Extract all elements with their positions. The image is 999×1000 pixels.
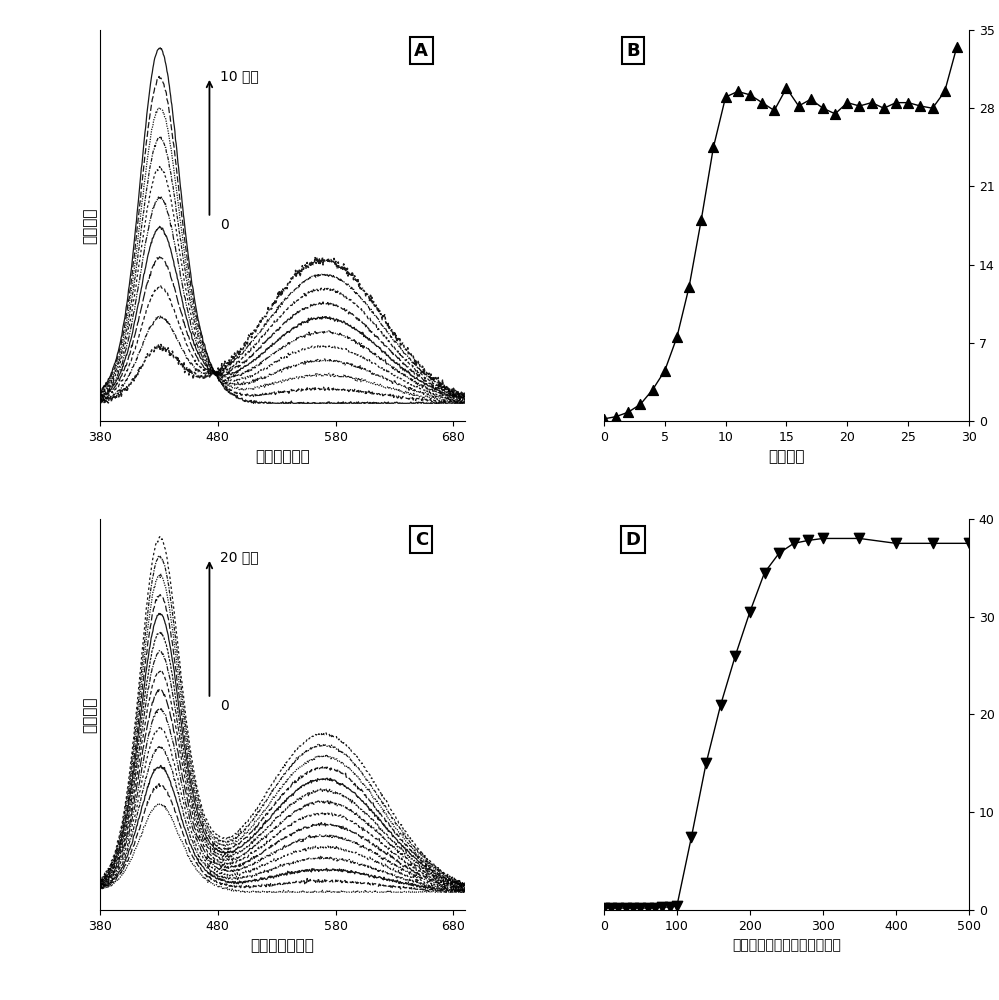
Point [949,39,965,55]
Point [790,98,806,114]
Point [632,900,648,916]
Point [786,535,802,551]
Point [754,95,770,111]
Point [693,212,709,228]
Point [864,95,880,111]
X-axis label: 波长（纳米）: 波长（纳米） [255,449,310,464]
Point [888,95,904,111]
Text: C: C [415,531,428,549]
Text: 0: 0 [221,699,229,713]
Point [595,411,611,427]
X-axis label: 硫氮化钓浓度（微摩尔／升）: 硫氮化钓浓度（微摩尔／升） [732,938,841,952]
Text: B: B [626,42,640,60]
Point [625,900,641,916]
Point [608,409,624,425]
Point [876,100,892,116]
Point [717,89,733,105]
Point [610,900,626,916]
Point [961,535,977,551]
Point [632,396,648,412]
Point [644,382,660,398]
Point [647,900,663,916]
Point [669,898,685,914]
Point [742,604,758,620]
X-axis label: 扫描次数: 扫描次数 [768,449,804,464]
Y-axis label: 荧光强度: 荧光强度 [82,696,97,733]
Point [683,829,699,845]
Point [815,530,831,546]
Point [924,535,940,551]
Point [900,95,916,111]
Point [851,530,867,546]
Point [800,532,816,548]
Point [729,83,745,99]
Point [712,697,728,713]
Point [727,648,743,664]
Y-axis label: 荧光强度: 荧光强度 [82,207,97,244]
Point [778,80,794,96]
Point [815,100,831,116]
Point [756,565,772,581]
Point [603,900,619,916]
Point [617,900,633,916]
Text: A: A [415,42,429,60]
Point [851,98,867,114]
Point [839,95,855,111]
Point [620,404,636,420]
Point [705,139,721,155]
Point [639,900,655,916]
Text: 0: 0 [221,218,229,232]
Text: 20 当量: 20 当量 [221,550,259,564]
Point [912,98,928,114]
Point [771,545,787,561]
Point [669,329,685,345]
Point [888,535,904,551]
Text: 10 分钟: 10 分钟 [221,69,259,83]
Point [656,363,672,379]
Point [661,899,677,915]
Point [827,106,843,122]
Point [803,91,819,107]
Text: D: D [625,531,640,549]
Point [924,100,940,116]
Point [766,102,782,118]
Point [742,87,758,103]
Point [681,279,697,295]
Point [698,755,714,771]
Point [595,900,611,916]
Point [937,83,953,99]
Point [654,899,670,915]
X-axis label: 波长　（纳米）: 波长 （纳米） [251,938,315,953]
